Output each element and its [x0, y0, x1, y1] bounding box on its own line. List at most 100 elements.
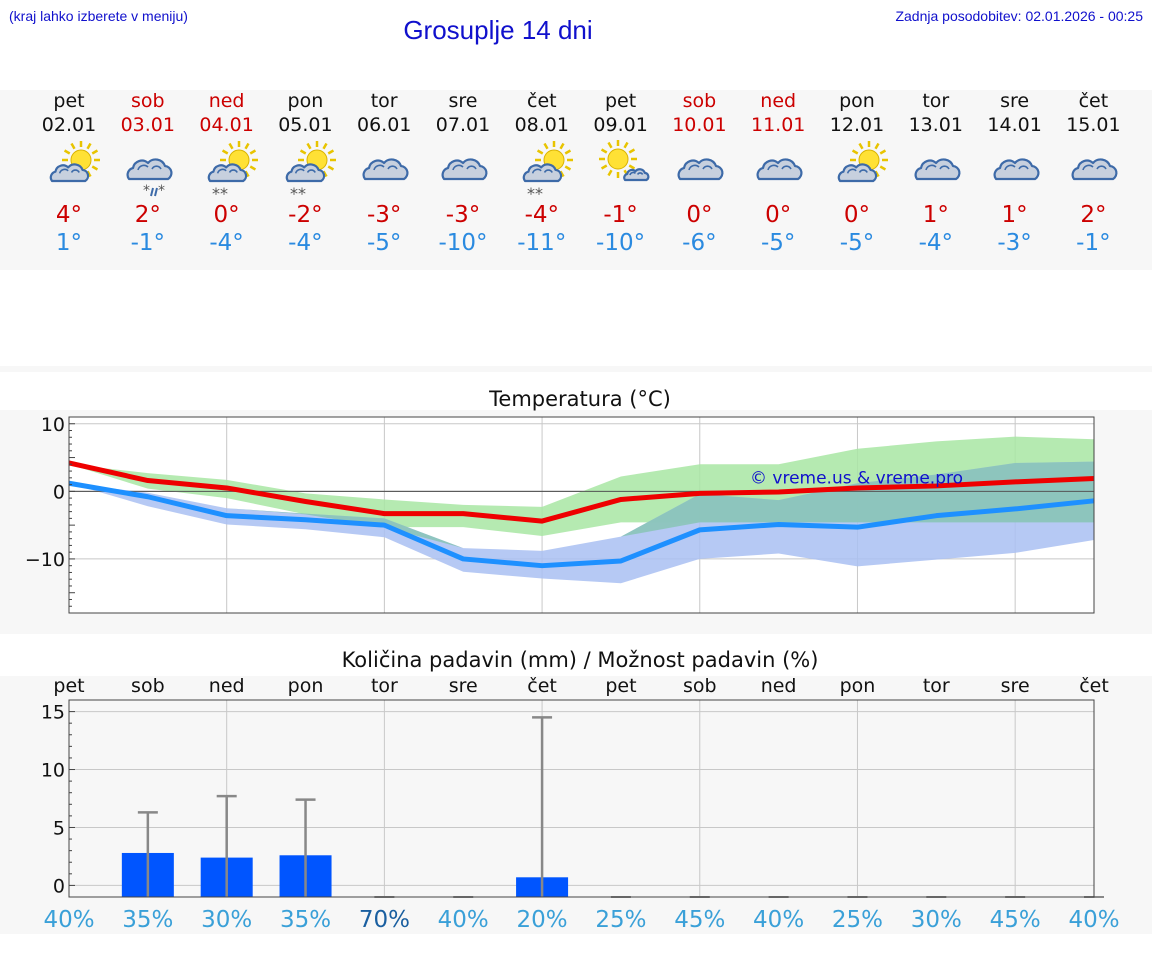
day-label: pet	[605, 675, 636, 697]
temp-min: -5°	[366, 230, 402, 256]
cloud-icon	[914, 158, 961, 181]
cloud-icon: * *	[126, 158, 173, 199]
location-hint[interactable]: (kraj lahko izberete v meniju)	[9, 8, 188, 24]
temp-min: -5°	[839, 230, 875, 256]
forecast-day: ned 11.01 0° -5°	[739, 90, 817, 257]
separator-band	[0, 366, 1152, 372]
y-tick-label: 15	[41, 702, 65, 724]
temp-max: 0°	[843, 202, 871, 228]
precip-probability: 25%	[595, 907, 646, 933]
day-label: sob	[131, 675, 165, 697]
cloud-icon	[441, 158, 488, 181]
y-tick-label: 0	[53, 875, 65, 897]
day-label: tor	[371, 675, 398, 697]
temp-min: -10°	[438, 230, 488, 256]
sun-cloud-icon	[837, 141, 888, 183]
day-label: ned	[209, 675, 245, 697]
temp-max: 2°	[134, 202, 161, 228]
day-name: čet	[1078, 90, 1109, 112]
day-date: 02.01	[41, 114, 97, 136]
temp-max: 0°	[213, 202, 240, 228]
temp-max: -4°	[524, 202, 560, 228]
watermark: © vreme.us & vreme.pro	[750, 468, 963, 488]
cloud-icon	[677, 158, 724, 181]
temperature-chart-title: Temperatura (°C)	[489, 387, 671, 411]
precip-probability: 45%	[990, 907, 1041, 933]
temp-min: -4°	[288, 230, 323, 256]
day-label: čet	[1079, 675, 1109, 697]
precip-probability: 30%	[201, 907, 252, 933]
day-date: 08.01	[514, 114, 569, 136]
day-label: čet	[527, 675, 557, 697]
day-name: pon	[287, 90, 324, 112]
day-date: 03.01	[120, 114, 175, 136]
day-date: 12.01	[829, 114, 885, 136]
temp-max: -1°	[603, 202, 638, 228]
day-name: tor	[370, 90, 398, 112]
range-overlap	[69, 461, 1094, 551]
precip-probability: 40%	[1068, 907, 1119, 933]
precip-probability: 40%	[438, 907, 489, 933]
temp-min: -4°	[209, 230, 244, 256]
forecast-day: sob 03.01 * * 2° -1°	[109, 90, 187, 257]
precip-probability: 30%	[911, 907, 962, 933]
min-temp-line	[68, 480, 1095, 569]
forecast-day: pon 05.01 ** -2° -4°	[266, 90, 344, 257]
temp-min: -10°	[596, 230, 646, 256]
cloud-icon	[362, 158, 409, 181]
y-tick-label: −10	[25, 549, 65, 571]
y-tick-label: 10	[41, 760, 65, 782]
day-date: 05.01	[278, 114, 333, 136]
day-name: sre	[1000, 90, 1030, 112]
forecast-day: pet 02.01 4° 1°	[30, 90, 108, 257]
sun-cloud-icon: **	[286, 141, 337, 203]
svg-text:**: **	[290, 184, 306, 197]
sun-cloud-icon	[598, 140, 649, 182]
day-name: sob	[682, 90, 717, 112]
forecast-day: sre 14.01 1° -3°	[976, 90, 1054, 257]
precip-probability: 40%	[43, 907, 94, 933]
svg-text:**: **	[527, 184, 543, 197]
day-name: pon	[839, 90, 875, 112]
temp-max: 0°	[765, 202, 792, 228]
temp-min: -5°	[760, 230, 796, 256]
day-label: pon	[288, 675, 324, 697]
forecast-day: pon 12.01 0° -5°	[818, 90, 896, 257]
day-name: sre	[448, 90, 478, 112]
day-date: 10.01	[672, 114, 727, 136]
day-label: sre	[1001, 675, 1030, 697]
sun-cloud-icon: **	[522, 141, 573, 203]
temp-min: -11°	[517, 230, 567, 256]
forecast-day: čet 15.01 2° -1°	[1054, 90, 1132, 257]
temp-max: 4°	[55, 202, 83, 228]
forecast-day: tor 06.01 -3° -5°	[345, 90, 423, 257]
day-name: ned	[208, 90, 245, 112]
day-label: sob	[683, 675, 717, 697]
last-updated: Zadnja posodobitev: 02.01.2026 - 00:25	[895, 8, 1143, 24]
svg-text:**: **	[212, 184, 228, 197]
precip-probability: 40%	[753, 907, 804, 933]
day-label: ned	[761, 675, 797, 697]
precipitation-chart-title: Količina padavin (mm) / Možnost padavin …	[341, 648, 819, 672]
sun-cloud-icon	[49, 141, 100, 183]
svg-text:*: *	[158, 183, 165, 197]
precip-probability: 70%	[359, 907, 410, 933]
forecast-day: sre 07.01 -3° -10°	[424, 90, 502, 257]
day-date: 06.01	[356, 114, 412, 136]
temperature-chart: −10 0 10 © vreme.us & vreme.pro	[25, 414, 1095, 614]
temp-min: -6°	[682, 230, 717, 256]
plot-frame	[68, 699, 1095, 898]
day-date: 14.01	[987, 114, 1042, 136]
y-tick-label: 10	[41, 414, 65, 436]
temp-max: -3°	[366, 202, 402, 228]
cloud-icon	[1071, 158, 1118, 181]
forecast-day: ned 04.01 ** 0° -4°	[188, 90, 266, 257]
forecast-day: tor 13.01 1° -4°	[897, 90, 975, 257]
temp-min: -1°	[130, 230, 166, 256]
precip-probability: 20%	[517, 907, 568, 933]
temp-max: 2°	[1080, 202, 1107, 228]
day-name: pet	[53, 90, 85, 112]
cloud-icon	[993, 158, 1040, 181]
sun-cloud-icon: **	[207, 141, 258, 203]
temp-max: 1°	[922, 202, 949, 228]
